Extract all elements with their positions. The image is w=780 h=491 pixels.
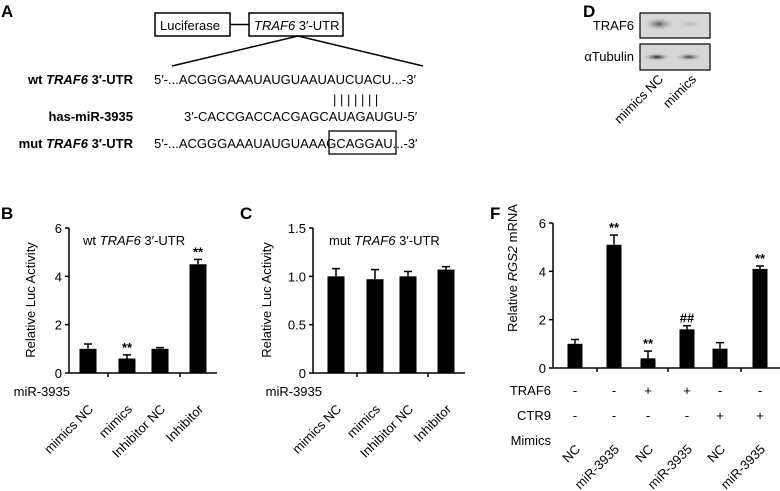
chart-f-category-label: NC [704,442,728,466]
panel-letter-a: A [1,2,13,21]
chart-c-bar [366,279,384,373]
band-tubulin-mimics [675,53,703,61]
chart-c-ytick-label: 1.5 [288,221,306,236]
chart-f-category-label: NC [559,442,583,466]
chart-f-bar [712,348,728,368]
chart-f-row-value: - [573,408,577,423]
chart-f-row-value: - [612,408,616,423]
chart-f-bar [606,244,622,368]
panel-d: D TRAF6 αTubulin mimics NC mimics [583,2,711,127]
band-tubulin-nc [643,53,671,61]
chart-c-bar [327,276,345,373]
band-traf6-mimics [676,19,704,29]
chart-f-category-label: miR-3935 [718,442,768,491]
row-label-mirna: has-miR-3935 [48,109,133,124]
mutation-box [328,130,397,155]
chart-f-row-value: - [718,383,722,398]
chart-b-ytick-label: 2 [55,318,62,333]
chart-f-row-value: - [685,408,689,423]
chart-f-ytick-label: 6 [539,216,546,231]
band-traf6-nc [643,17,675,31]
chart-b-category-label: mimics NC [41,402,96,457]
panel-a: A Luciferase TRAF6 3′-UTR wt TRAF6 3′-UT… [1,2,424,155]
panel-letter-b: B [1,204,13,223]
luciferase-label: Luciferase [160,18,220,33]
chart-b-bar [79,348,97,373]
chart-c-ytick-label: 0 [299,366,306,381]
chart-b-bar [151,348,169,373]
sequence-wt: 5′-...ACGGGAAAUAUGUAAUAUCUACU...-3′ [154,72,417,87]
chart-c-ylabel: Relative Luc Activity [259,242,274,358]
row-label-mut: mut TRAF6 3′-UTR [19,136,134,151]
chart-f-bar [567,343,583,368]
chart-f-significance-label: ** [643,336,654,351]
chart-f-ylabel: Relative RGS2 mRNA [505,204,520,332]
zoom-line-left [171,35,299,67]
chart-b-ytick-label: 0 [55,366,62,381]
pairing-marks: | | | | | | | [333,92,378,107]
chart-b-ytick-label: 4 [55,269,62,284]
chart-f-row-value: - [573,383,577,398]
blot-label-tubulin: αTubulin [584,49,634,64]
chart-f-row-label-traf6: TRAF6 [510,383,551,398]
blot-label-traf6: TRAF6 [593,18,634,33]
lane-label-mimics: mimics [660,71,700,111]
utr-label: TRAF6 3′-UTR [254,18,340,33]
chart-f-row-label-ctr9: CTR9 [517,408,551,423]
chart-b-ylabel: Relative Luc Activity [23,242,38,358]
chart-f-row-value: + [716,408,724,423]
chart-c-category-label: Inhibitor [411,401,455,445]
chart-c-xprefix: miR-3935 [266,384,322,399]
chart-b-ytick-label: 6 [55,221,62,236]
chart-c-title: mut TRAF6 3′-UTR [329,233,440,248]
chart-f-ytick-label: 4 [539,264,546,279]
chart-b-xprefix: miR-3935 [14,384,70,399]
chart-f-bar [679,329,695,368]
chart-b-significance-label: ** [193,244,204,259]
sequence-mut: 5′-...ACGGGAAAUAUGUAAAGCAGGAU...-3′ [154,136,418,151]
chart-f-significance-label: ** [609,220,620,235]
chart-c-category-label: mimics NC [289,402,344,457]
panel-letter-c: C [240,204,252,223]
chart-b-category-label: Inhibitor [163,401,207,445]
chart-c-bar [399,276,417,373]
chart-c-ytick-label: 0.5 [288,318,306,333]
chart-f-row-value: - [758,383,762,398]
chart-f-row-value: + [683,383,691,398]
chart-f-category-label: NC [632,442,656,466]
chart-f-row-value: + [644,383,652,398]
chart-f-row-value: + [756,408,764,423]
chart-f-ytick-label: 0 [539,361,546,376]
chart-f-row-value: - [612,383,616,398]
chart-f-significance-label: ** [755,251,766,266]
chart-c-bar [437,269,455,373]
chart-f-row-value: - [646,408,650,423]
chart-b-title: wt TRAF6 3′-UTR [82,233,185,248]
chart-f-significance-label: ## [680,311,695,326]
chart-f-bar [640,358,656,368]
chart-b-significance-label: ** [122,340,133,355]
chart-f-ytick-label: 2 [539,313,546,328]
chart-f-bar [752,268,768,368]
row-label-wt: wt TRAF6 3′-UTR [27,72,134,87]
panel-letter-f: F [490,204,500,223]
lane-label-mimics-nc: mimics NC [611,72,666,127]
zoom-line-right [297,35,424,67]
chart-f-row-label-mimics: Mimics [511,433,552,448]
sequence-mirna: 3′-CACCGACCACGAGCAUAGAUGU-5′ [184,109,418,124]
chart-b-bar [189,264,207,373]
chart-c-ytick-label: 1.0 [288,269,306,284]
chart-b-bar [118,358,136,373]
panel-letter-d: D [583,2,595,21]
